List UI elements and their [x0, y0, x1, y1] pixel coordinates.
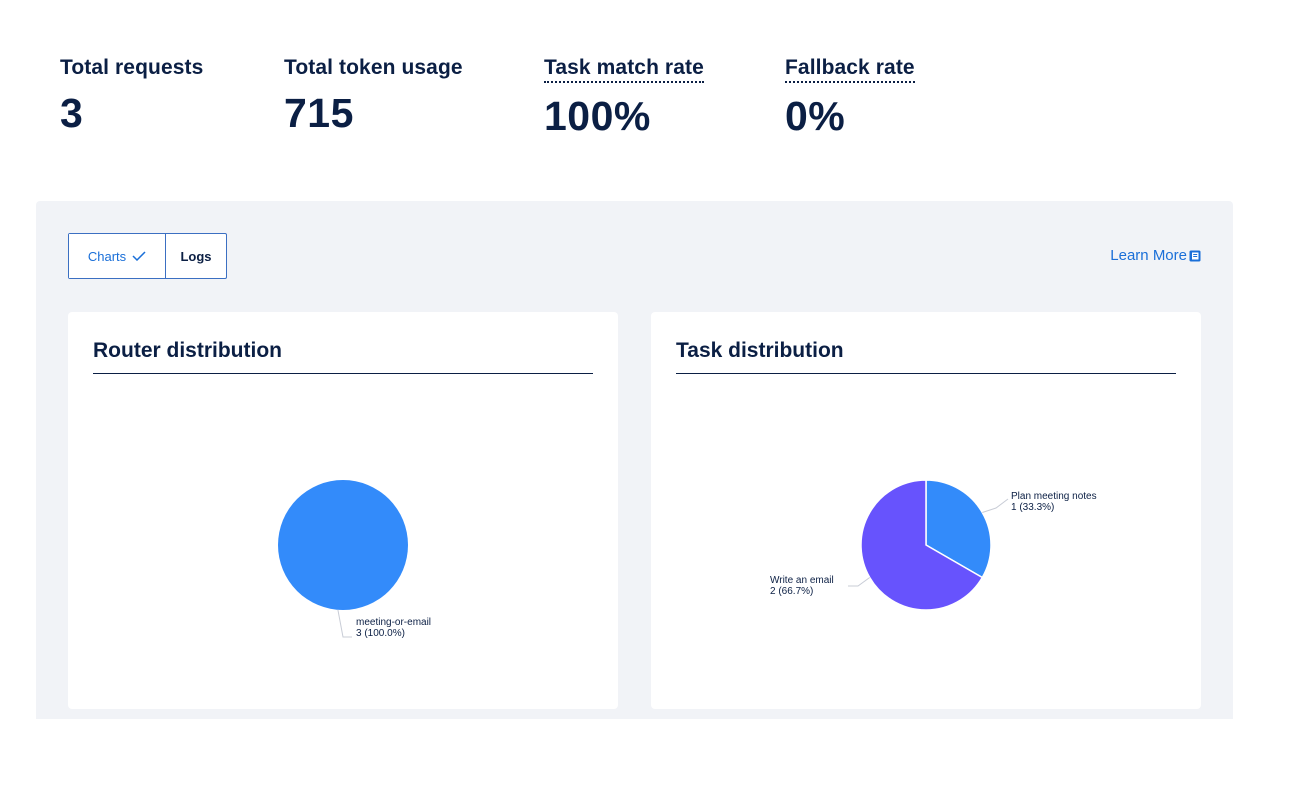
- learn-more-label: Learn More: [1110, 247, 1187, 264]
- slice-value-label: 2 (66.7%): [770, 586, 813, 597]
- stat-total-requests: Total requests 3: [60, 56, 203, 137]
- charts-tab-label: Charts: [87, 248, 127, 264]
- learn-more-link[interactable]: Learn More: [1110, 247, 1201, 264]
- router-distribution-title: Router distribution: [93, 339, 593, 374]
- slice-label: Write an email: [770, 575, 834, 586]
- stat-label-tooltip[interactable]: Task match rate: [544, 56, 704, 83]
- stat-value: 0%: [785, 93, 846, 139]
- stat-value: 715: [284, 90, 354, 136]
- logs-tab[interactable]: Logs: [165, 234, 226, 278]
- charts-panel: Charts Logs Learn More Router distributi…: [36, 201, 1233, 719]
- slice-label: meeting-or-email: [356, 617, 431, 628]
- slice-value-label: 3 (100.0%): [356, 628, 405, 639]
- stat-label: Total token usage: [284, 56, 463, 79]
- external-doc-icon: [1189, 250, 1201, 261]
- leader-line: [337, 609, 352, 638]
- task-distribution-card: Task distribution Plan meeting notes 1 (3…: [651, 312, 1201, 709]
- stat-total-token-usage: Total token usage 715: [284, 56, 463, 137]
- stat-task-match-rate: Task match rate 100%: [544, 56, 704, 140]
- charts-tab[interactable]: Charts: [69, 234, 165, 278]
- leader-line: [982, 498, 1009, 513]
- pie-slice[interactable]: [860, 479, 984, 611]
- stat-label-tooltip[interactable]: Fallback rate: [785, 56, 915, 83]
- logs-tab-label: Logs: [180, 248, 212, 264]
- pie-slice[interactable]: [278, 480, 408, 610]
- slice-value-label: 1 (33.3%): [1011, 502, 1054, 513]
- pie-slice[interactable]: [925, 479, 992, 579]
- stat-fallback-rate: Fallback rate 0%: [785, 56, 915, 140]
- view-toggle: Charts Logs: [68, 233, 227, 279]
- stat-label: Total requests: [60, 56, 204, 79]
- stat-value: 100%: [544, 93, 651, 139]
- task-distribution-title: Task distribution: [676, 339, 1176, 374]
- router-distribution-card: Router distribution meeting-or-email 3 (1…: [68, 312, 618, 709]
- leader-line: [848, 577, 871, 587]
- slice-label: Plan meeting notes: [1011, 491, 1097, 502]
- summary-stats: Total requests 3 Total token usage 715 T…: [60, 56, 1060, 156]
- check-icon: [132, 251, 146, 261]
- stat-value: 3: [60, 90, 84, 136]
